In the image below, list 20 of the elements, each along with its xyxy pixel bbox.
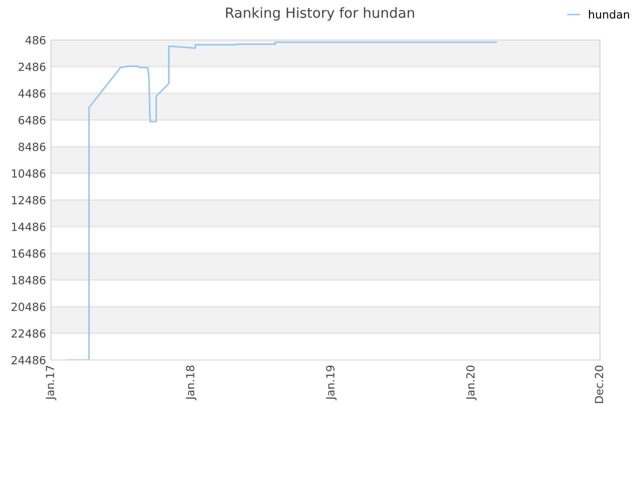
- y-tick-label: 6486: [18, 116, 46, 124]
- y-tick-label: 24486: [12, 356, 46, 364]
- x-tick-label: Jan.19: [326, 366, 337, 400]
- y-tick-label: 22486: [12, 329, 46, 338]
- y-tick-label: 4486: [18, 89, 46, 98]
- y-tick-label: 10486: [12, 169, 46, 178]
- x-tick-label: Jan.18: [186, 366, 196, 400]
- chart-title: Ranking History for hundan: [226, 7, 414, 21]
- x-tick-label: Jan.17: [46, 366, 56, 400]
- legend-label: hundan: [588, 10, 630, 19]
- y-tick-label: 8486: [18, 142, 46, 152]
- x-tick-label: Jan.20: [466, 366, 477, 400]
- y-tick-label: 14486: [12, 222, 46, 232]
- y-tick-label: 12486: [12, 196, 46, 204]
- y-tick-label: 18486: [12, 276, 46, 284]
- y-tick-label: 2486: [18, 62, 46, 72]
- y-tick-label: 16486: [12, 249, 46, 258]
- y-tick-label: 20486: [12, 302, 46, 312]
- x-tick-label: Dec.20: [594, 366, 604, 403]
- y-tick-label: 486: [25, 36, 46, 44]
